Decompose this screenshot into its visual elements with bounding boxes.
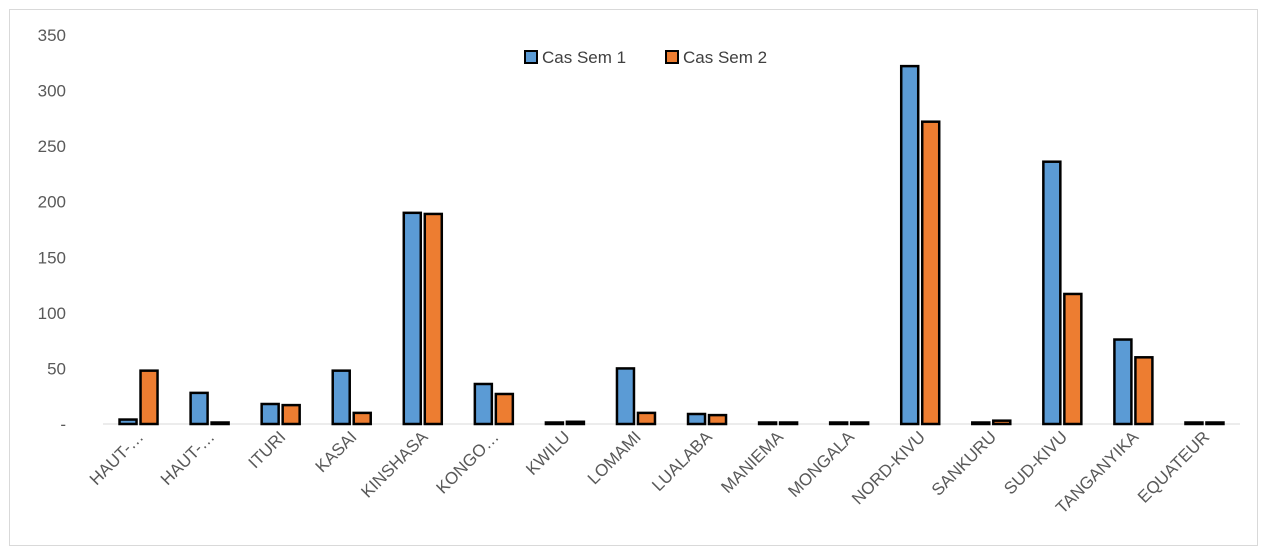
bar-cas-sem-1-12 — [899, 64, 920, 426]
bar-cas-sem-2-2 — [210, 421, 230, 426]
y-tick-label: 100 — [38, 304, 66, 323]
legend-swatch-2 — [665, 50, 679, 64]
bar-cas-sem-2-12 — [920, 120, 941, 426]
y-tick-label: 50 — [47, 359, 66, 378]
bar-cas-sem-1-11 — [828, 421, 849, 426]
y-tick-label: 350 — [38, 26, 66, 45]
x-tick-label: ITURI — [245, 427, 290, 472]
x-tick-label: KWILU — [522, 427, 574, 479]
x-tick-label: NORD-KIVU — [848, 427, 929, 508]
bar-cas-sem-2-1 — [139, 369, 159, 426]
x-tick-label: KONGO… — [432, 427, 502, 497]
x-tick-label: KASAI — [312, 427, 361, 476]
x-tick-label: MONGALA — [784, 427, 858, 501]
bar-cas-sem-1-2 — [189, 391, 209, 426]
bar-cas-sem-1-1 — [118, 418, 138, 426]
bar-cas-sem-2-9 — [707, 413, 728, 426]
bar-cas-sem-1-8 — [615, 367, 636, 426]
bar-cas-sem-2-8 — [636, 411, 657, 426]
bar-cas-sem-1-4 — [331, 369, 351, 426]
bar-cas-sem-2-16 — [1205, 421, 1225, 426]
bar-cas-sem-1-13 — [971, 421, 991, 426]
bar-cas-sem-2-7 — [565, 420, 586, 426]
bar-cas-sem-2-13 — [992, 419, 1012, 426]
bar-cas-sem-2-11 — [849, 421, 870, 426]
y-tick-label: 300 — [38, 82, 66, 101]
bar-cas-sem-2-15 — [1134, 356, 1154, 426]
x-tick-label: SANKURU — [928, 427, 1000, 499]
bar-cas-sem-1-5 — [402, 211, 423, 426]
bar-cas-sem-1-6 — [473, 382, 494, 426]
x-tick-label: HAUT-… — [157, 427, 219, 489]
y-tick-label: 150 — [38, 248, 66, 267]
legend-swatch-1 — [524, 50, 538, 64]
x-tick-label: EQUATEUR — [1134, 427, 1213, 506]
x-tick-label: HAUT-… — [86, 427, 148, 489]
legend-label-2: Cas Sem 2 — [683, 48, 767, 67]
y-tick-label: 250 — [38, 137, 66, 156]
bar-cas-sem-2-3 — [281, 403, 301, 426]
x-tick-label: LUALABA — [648, 427, 716, 495]
y-tick-label: - — [60, 415, 66, 434]
x-tick-label: KINSHASA — [357, 427, 432, 502]
legend-label-1: Cas Sem 1 — [542, 48, 626, 67]
x-tick-label: MANIEMA — [717, 427, 787, 497]
x-tick-label: LOMAMI — [584, 427, 645, 488]
bar-cas-sem-1-10 — [757, 421, 778, 426]
y-tick-label: 200 — [38, 193, 66, 212]
bar-cas-sem-1-14 — [1042, 160, 1062, 426]
bar-cas-sem-2-6 — [494, 392, 515, 426]
bar-cas-sem-1-15 — [1113, 338, 1133, 426]
x-tick-label: SUD-KIVU — [1000, 427, 1071, 498]
bar-cas-sem-1-9 — [686, 412, 707, 426]
bar-cas-sem-1-3 — [260, 402, 280, 426]
bar-cas-sem-2-5 — [423, 212, 444, 426]
bar-cas-sem-1-7 — [544, 421, 565, 426]
bar-cas-sem-2-10 — [778, 421, 799, 426]
bar-cas-sem-2-14 — [1063, 292, 1083, 426]
bar-cas-sem-1-16 — [1184, 421, 1204, 426]
bar-cas-sem-2-4 — [352, 411, 372, 426]
